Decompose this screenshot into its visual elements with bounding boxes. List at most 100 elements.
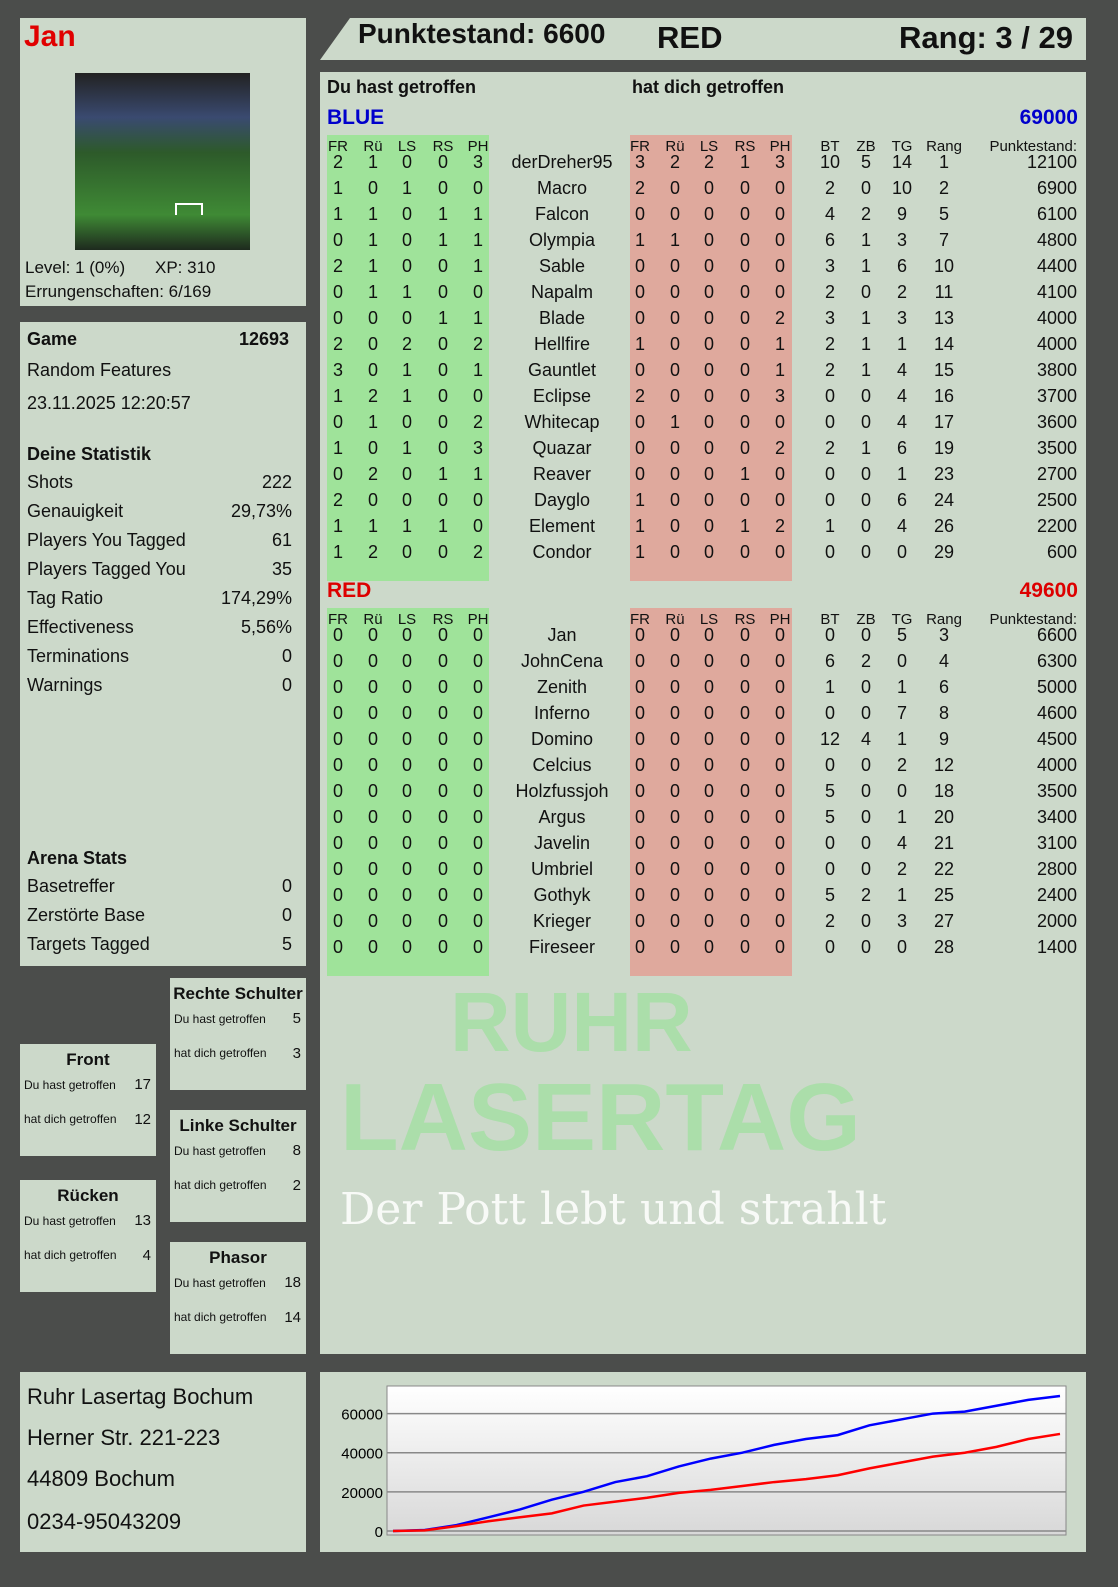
arena-label: Basetreffer [27, 876, 115, 896]
arena-label: Targets Tagged [27, 934, 150, 954]
zone-hit-label: Du hast getroffen [24, 1078, 116, 1092]
stat-cell: 0 [332, 885, 343, 905]
stat-cell: 0 [401, 781, 412, 801]
stat-cell: 0 [367, 651, 378, 671]
stat-cell: 21 [933, 833, 955, 853]
player-name[interactable]: JohnCena [520, 651, 604, 671]
stat-cell: 10 [891, 178, 913, 198]
player-name[interactable]: Reaver [532, 464, 592, 484]
stat-cell: 0 [703, 386, 714, 406]
player-name[interactable]: Dayglo [533, 490, 591, 510]
stat-cell: 0 [774, 625, 785, 645]
player-name[interactable]: Quazar [532, 438, 592, 458]
stat-cell: 0 [332, 230, 343, 250]
player-name[interactable]: Holzfussjoh [515, 781, 609, 801]
stat-cell: 0 [634, 282, 645, 302]
stat-cell: 3 [472, 152, 483, 172]
stat-cell: 0 [367, 703, 378, 723]
player-score: 3100 [1036, 833, 1077, 853]
player-name[interactable]: Falcon [534, 204, 590, 224]
stat-cell: 0 [332, 729, 343, 749]
player-name[interactable]: Olympia [528, 230, 595, 250]
player-name[interactable]: Jan [547, 625, 577, 645]
stat-cell: 0 [634, 308, 645, 328]
stat-cell: 0 [669, 677, 680, 697]
player-name[interactable]: Condor [532, 542, 592, 562]
stat-cell: 0 [669, 781, 680, 801]
stat-cell: 0 [860, 464, 871, 484]
column-header: RS [432, 611, 454, 628]
arena-value: 5 [281, 934, 292, 954]
stat-cell: 10 [819, 152, 841, 172]
player-name: Jan [24, 20, 76, 53]
stat-cell: 0 [634, 729, 645, 749]
stat-value: 0 [281, 675, 292, 695]
stat-cell: 0 [703, 412, 714, 432]
player-name[interactable]: Fireseer [528, 937, 595, 957]
player-score: 4500 [1036, 729, 1077, 749]
player-name[interactable]: Element [528, 516, 596, 536]
stat-cell: 1 [860, 360, 871, 380]
stat-cell: 2 [367, 386, 378, 406]
hit-zone-1: Front Du hast getroffen 17 hat dich getr… [20, 1044, 156, 1156]
zone-got-value: 12 [134, 1111, 151, 1128]
stat-cell: 0 [739, 703, 750, 723]
stat-cell: 0 [774, 204, 785, 224]
stat-value: 5,56% [240, 617, 292, 637]
player-name[interactable]: Javelin [533, 833, 591, 853]
player-name[interactable]: Hellfire [533, 334, 590, 354]
player-name[interactable]: derDreher95 [511, 152, 613, 172]
player-xp: XP: 310 [155, 258, 216, 277]
player-name[interactable]: Zenith [536, 677, 588, 697]
player-name[interactable]: Gauntlet [527, 360, 597, 380]
player-name[interactable]: Domino [530, 729, 594, 749]
stat-cell: 0 [739, 755, 750, 775]
player-name[interactable]: Whitecap [524, 412, 600, 432]
stat-cell: 0 [332, 625, 343, 645]
player-name[interactable]: Blade [538, 308, 586, 328]
stat-cell: 0 [367, 859, 378, 879]
stat-cell: 0 [367, 677, 378, 697]
stat-cell: 0 [332, 833, 343, 853]
stat-label: Players Tagged You [27, 559, 186, 579]
player-name[interactable]: Celcius [532, 755, 592, 775]
y-tick-label: 60000 [341, 1407, 383, 1424]
stat-cell: 0 [860, 490, 871, 510]
player-name[interactable]: Eclipse [532, 386, 592, 406]
player-score: 5000 [1036, 677, 1077, 697]
player-score: 4600 [1036, 703, 1077, 723]
stat-cell: 0 [634, 438, 645, 458]
stat-cell: 5 [860, 152, 871, 172]
arena-label: Zerstörte Base [27, 905, 146, 925]
stat-cell: 2 [774, 438, 785, 458]
stat-cell: 7 [896, 703, 907, 723]
player-name[interactable]: Krieger [532, 911, 592, 931]
arena-row: Targets Tagged 5 [27, 934, 292, 955]
player-name[interactable]: Sable [538, 256, 586, 276]
stat-cell: 0 [401, 464, 412, 484]
player-name[interactable]: Napalm [530, 282, 594, 302]
player-name[interactable]: Umbriel [530, 859, 593, 879]
series-line-0 [392, 1394, 1061, 1533]
stat-cell: 6 [824, 230, 835, 250]
player-name[interactable]: Inferno [533, 703, 591, 723]
score-header [320, 18, 1086, 60]
stat-cell: 3 [332, 360, 343, 380]
stat-cell: 0 [774, 282, 785, 302]
stat-cell: 1 [367, 204, 378, 224]
stat-cell: 26 [933, 516, 955, 536]
stat-cell: 0 [437, 256, 448, 276]
hit-zone-0: Rechte Schulter Du hast getroffen 5 hat … [170, 978, 306, 1090]
stat-cell: 0 [860, 282, 871, 302]
stat-cell: 0 [774, 703, 785, 723]
player-name[interactable]: Macro [536, 178, 587, 198]
stat-cell: 0 [739, 386, 750, 406]
stat-cell: 0 [860, 516, 871, 536]
player-score: 2200 [1036, 516, 1077, 536]
player-name[interactable]: Argus [538, 807, 586, 827]
stat-value: 61 [271, 530, 292, 550]
stat-cell: 0 [669, 256, 680, 276]
player-name[interactable]: Gothyk [533, 885, 591, 905]
stat-cell: 0 [401, 729, 412, 749]
column-header: FR [328, 611, 348, 628]
